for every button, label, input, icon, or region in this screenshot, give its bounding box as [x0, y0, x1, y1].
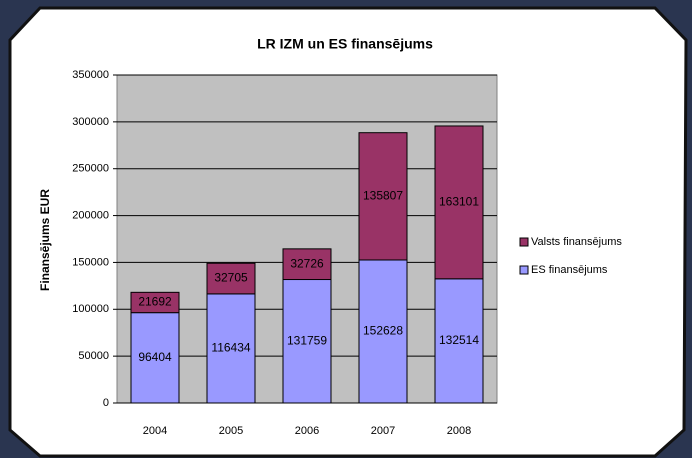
- data-label: 131759: [287, 333, 327, 347]
- legend-label: ES finansējums: [531, 264, 608, 276]
- x-tick-label: 2008: [447, 425, 471, 437]
- bar-segment: [206, 262, 256, 295]
- y-tick-label: 350000: [72, 69, 109, 81]
- legend-swatch: [519, 237, 529, 247]
- bar-segment: [282, 248, 332, 281]
- data-label: 21692: [138, 295, 172, 309]
- data-label: 116434: [211, 341, 250, 355]
- y-tick-label: 250000: [72, 163, 109, 175]
- data-label: 132514: [439, 333, 479, 347]
- data-label: 32726: [290, 256, 324, 270]
- y-tick-label: 150000: [72, 256, 109, 268]
- bar-segment: [434, 278, 484, 404]
- x-tick-label: 2004: [143, 425, 167, 437]
- y-tick-label: 0: [103, 397, 109, 409]
- bar-segment: [358, 259, 408, 404]
- bar-segment: [130, 291, 180, 314]
- data-label: 152628: [363, 324, 403, 338]
- x-tick-label: 2007: [371, 425, 395, 437]
- y-tick-label: 300000: [72, 116, 109, 128]
- data-label: 96404: [138, 350, 172, 364]
- bar-segment: [206, 293, 256, 404]
- bar-segment: [358, 132, 408, 261]
- x-tick-label: 2005: [219, 425, 243, 437]
- legend-label: Valsts finansējums: [531, 236, 622, 248]
- y-tick-label: 100000: [72, 303, 109, 315]
- data-label: 32705: [214, 271, 248, 285]
- y-tick-label: 200000: [72, 209, 109, 221]
- bar-segment: [434, 125, 484, 280]
- data-label: 163101: [439, 195, 479, 209]
- y-axis-label: Finansējums EUR: [38, 189, 52, 291]
- chart-title: LR IZM un ES finansējums: [257, 36, 433, 52]
- y-tick-label: 50000: [78, 350, 109, 362]
- x-tick-label: 2006: [295, 425, 319, 437]
- legend-swatch: [519, 265, 529, 275]
- data-label: 135807: [363, 189, 403, 203]
- bar-segment: [130, 312, 180, 404]
